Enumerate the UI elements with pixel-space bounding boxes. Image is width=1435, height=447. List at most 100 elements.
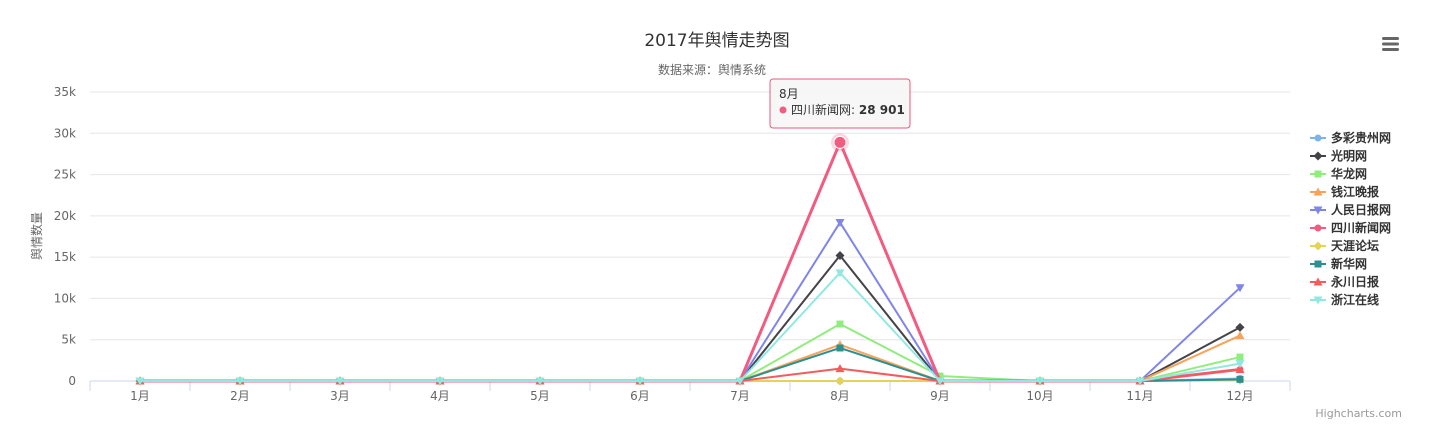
series-line[interactable]: [140, 221, 1241, 382]
legend-item[interactable]: 浙江在线: [1310, 292, 1379, 307]
data-point: [235, 377, 245, 386]
hover-point: [833, 135, 847, 149]
tooltip-series-dot: [779, 106, 787, 114]
legend-item[interactable]: 四川新闻网: [1310, 220, 1391, 235]
x-tick-label: 9月: [930, 389, 950, 403]
grid-lines: [90, 91, 1290, 341]
x-tick-label: 6月: [630, 389, 650, 403]
hamburger-menu-icon: [1382, 37, 1399, 51]
legend-item[interactable]: 天涯论坛: [1310, 238, 1379, 253]
svg-text:四川新闻网: 28 901: 四川新闻网: 28 901: [791, 102, 905, 117]
data-point: [535, 377, 545, 386]
legend-marker: [1314, 260, 1322, 268]
data-point: [735, 377, 745, 386]
tooltip-box: [769, 78, 911, 129]
data-point: [1235, 331, 1245, 340]
legend-marker: [1314, 134, 1322, 142]
x-tick-label: 5月: [530, 389, 550, 403]
legend-label: 天涯论坛: [1331, 238, 1379, 253]
data-point: [1235, 284, 1245, 293]
data-point: [435, 377, 445, 386]
x-tick-label: 2月: [230, 389, 250, 403]
y-tick-label: 15k: [54, 250, 76, 264]
x-tick-label: 11月: [1126, 389, 1153, 403]
series-line[interactable]: [140, 140, 1241, 383]
series-line[interactable]: [140, 254, 1241, 382]
x-tick-label: 4月: [430, 389, 450, 403]
x-tick-label: 8月: [830, 389, 850, 403]
legend-item[interactable]: 光明网: [1310, 148, 1367, 163]
x-tick-label: 3月: [330, 389, 350, 403]
data-point: [936, 372, 944, 380]
y-tick-label: 0: [68, 374, 76, 388]
x-tick-label: 1月: [130, 389, 150, 403]
chart-subtitle: 数据来源：舆情系统: [658, 62, 766, 77]
data-point: [1236, 375, 1244, 383]
legend-marker: [1313, 187, 1323, 196]
tooltip-separator: :: [851, 103, 859, 117]
credits-link[interactable]: Highcharts.com: [1315, 407, 1402, 420]
legend-item[interactable]: 新华网: [1310, 256, 1367, 271]
legend-item[interactable]: 人民日报网: [1310, 202, 1391, 217]
legend-label: 华龙网: [1331, 166, 1367, 181]
data-point: [835, 376, 845, 386]
tooltip-category: 8月: [779, 87, 799, 101]
series-8: [136, 344, 1244, 385]
y-tick-label: 10k: [54, 291, 76, 305]
series-line[interactable]: [140, 367, 1241, 382]
series-line[interactable]: [140, 346, 1241, 382]
legend-marker: [1313, 277, 1323, 286]
menu-button[interactable]: [1376, 30, 1406, 58]
series-group: [135, 133, 1245, 386]
data-point: [635, 377, 645, 386]
legend-label: 光明网: [1330, 148, 1367, 163]
legend-label: 新华网: [1331, 256, 1367, 271]
legend-item[interactable]: 永川日报: [1310, 274, 1379, 289]
data-point: [135, 377, 145, 386]
legend-marker: [1313, 206, 1323, 215]
data-point: [835, 269, 845, 278]
series-4: [135, 331, 1245, 385]
series-3: [136, 320, 1244, 385]
legend-item[interactable]: 钱江晚报: [1310, 184, 1379, 199]
data-point: [836, 320, 844, 328]
legend-label: 钱江晚报: [1331, 184, 1379, 199]
data-point: [1236, 353, 1244, 361]
data-point: [935, 377, 945, 386]
legend-label: 浙江在线: [1331, 292, 1379, 307]
y-tick-label: 5k: [61, 333, 76, 347]
x-tick-label: 7月: [730, 389, 750, 403]
series-line[interactable]: [140, 334, 1241, 382]
data-point: [836, 344, 844, 352]
y-tick-label: 30k: [54, 126, 76, 140]
y-axis-ticks: 0 5k 10k 15k 20k 25k 30k 35k: [54, 85, 76, 388]
legend-item[interactable]: 多彩贵州网: [1310, 130, 1391, 145]
tooltip-value: 28 901: [859, 103, 905, 117]
series-2: [135, 250, 1245, 386]
series-6: [136, 138, 1244, 385]
legend-marker: [1313, 241, 1323, 251]
legend-item[interactable]: 华龙网: [1310, 166, 1367, 181]
legend-marker: [1313, 151, 1323, 161]
series-10: [135, 269, 1245, 386]
y-tick-label: 20k: [54, 209, 76, 223]
legend-marker: [1314, 170, 1322, 178]
legend-label: 人民日报网: [1331, 202, 1391, 217]
tooltip-series-name: 四川新闻网: [791, 102, 851, 117]
legend-label: 四川新闻网: [1331, 220, 1391, 235]
legend-marker: [1314, 224, 1322, 232]
legend-marker: [1313, 296, 1323, 305]
series-line[interactable]: [140, 271, 1241, 382]
x-tick-label: 10月: [1026, 389, 1053, 403]
x-axis: 1月 2月 3月 4月 5月 6月 7月 8月 9月 10月 11月 12月: [89, 380, 1291, 403]
series-5: [135, 218, 1245, 386]
series-line[interactable]: [140, 323, 1241, 382]
data-point: [835, 250, 845, 260]
y-axis-title: 舆情数量: [29, 212, 44, 260]
data-point: [335, 377, 345, 386]
data-point: [1235, 322, 1245, 332]
data-point: [1235, 360, 1245, 369]
